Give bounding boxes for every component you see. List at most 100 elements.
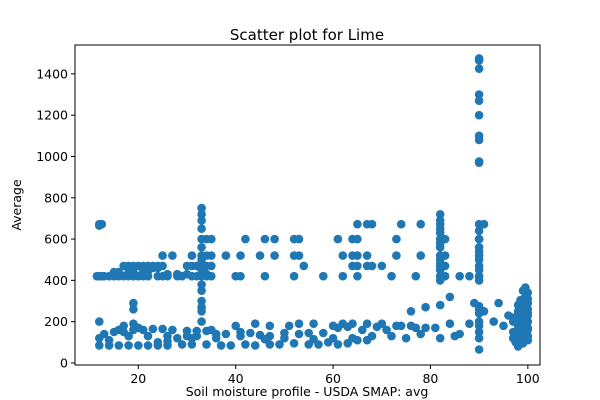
data-point <box>455 271 465 281</box>
data-point <box>216 341 226 350</box>
data-point <box>377 319 387 329</box>
data-point <box>241 340 250 349</box>
data-point <box>474 327 484 337</box>
data-point <box>197 210 206 219</box>
data-point <box>474 90 484 99</box>
data-point <box>202 340 211 349</box>
data-point <box>416 219 426 229</box>
data-point <box>260 334 270 344</box>
data-point <box>387 271 396 281</box>
data-point <box>236 251 245 260</box>
x-axis-label: Soil moisture profile - USDA SMAP: avg <box>186 384 429 399</box>
data-point <box>328 321 338 331</box>
data-point <box>489 317 499 326</box>
data-point <box>270 234 279 244</box>
data-point <box>474 265 484 275</box>
data-point <box>294 251 304 260</box>
data-point <box>158 261 167 271</box>
data-point <box>304 328 314 338</box>
data-point <box>289 339 299 348</box>
data-point <box>129 325 138 335</box>
data-point <box>474 158 484 167</box>
data-point <box>450 331 460 341</box>
y-tick-label: 0 <box>60 355 68 370</box>
data-point <box>95 333 104 343</box>
data-point <box>173 269 182 279</box>
data-point <box>377 261 387 271</box>
data-point <box>421 302 430 312</box>
data-point <box>367 331 377 341</box>
plot-frame <box>74 44 541 366</box>
data-point <box>435 300 445 310</box>
data-point <box>523 331 533 341</box>
data-point <box>499 321 508 331</box>
data-point <box>387 331 396 341</box>
data-point <box>474 276 484 285</box>
data-point <box>474 96 484 105</box>
data-point <box>168 325 177 335</box>
x-tick-label: 60 <box>325 371 341 386</box>
data-point <box>474 345 484 354</box>
data-point <box>445 292 455 302</box>
data-point <box>168 251 177 260</box>
data-points <box>92 54 533 354</box>
data-point <box>197 243 206 252</box>
data-point <box>280 333 289 343</box>
data-point <box>104 335 114 345</box>
data-point <box>207 234 216 244</box>
data-point <box>479 307 489 316</box>
data-point <box>396 219 406 229</box>
data-point <box>134 341 143 350</box>
data-point <box>367 219 377 229</box>
data-point <box>319 328 328 338</box>
data-point <box>465 271 474 281</box>
data-point <box>411 271 421 281</box>
data-point <box>367 261 377 271</box>
data-point <box>392 321 401 331</box>
data-point <box>221 329 231 339</box>
data-point <box>353 271 362 281</box>
data-point <box>124 341 133 350</box>
data-point <box>518 305 528 314</box>
data-point <box>338 251 348 260</box>
data-point <box>392 251 401 260</box>
data-point <box>435 243 445 252</box>
data-point <box>416 251 426 260</box>
data-point <box>516 295 525 305</box>
data-point <box>392 234 401 244</box>
data-point <box>465 319 474 329</box>
data-point <box>474 333 484 343</box>
data-point <box>338 319 348 329</box>
data-point <box>353 219 362 229</box>
data-point <box>338 271 348 281</box>
data-point <box>435 216 445 225</box>
data-point <box>158 324 167 334</box>
data-point <box>523 294 533 304</box>
data-point <box>284 321 294 331</box>
y-tick-label: 1000 <box>36 149 68 164</box>
data-point <box>474 255 484 264</box>
x-tick-label: 40 <box>228 371 244 386</box>
data-point <box>109 327 119 337</box>
data-point <box>474 321 484 331</box>
data-point <box>197 259 206 269</box>
data-point <box>182 269 192 279</box>
data-point <box>138 325 148 335</box>
data-point <box>474 110 484 120</box>
data-point <box>513 311 523 320</box>
data-point <box>197 224 206 233</box>
data-point <box>197 317 206 326</box>
data-point <box>187 333 197 343</box>
data-point <box>353 234 362 244</box>
data-point <box>207 325 216 335</box>
data-point <box>197 280 206 289</box>
data-point <box>124 331 133 341</box>
data-point <box>197 203 206 213</box>
data-point <box>260 234 270 244</box>
data-point <box>207 251 216 260</box>
data-point <box>148 324 158 334</box>
data-point <box>114 341 124 350</box>
data-point <box>129 298 138 308</box>
y-tick-label: 800 <box>44 190 68 205</box>
chart-title: Scatter plot for Lime <box>230 26 384 44</box>
